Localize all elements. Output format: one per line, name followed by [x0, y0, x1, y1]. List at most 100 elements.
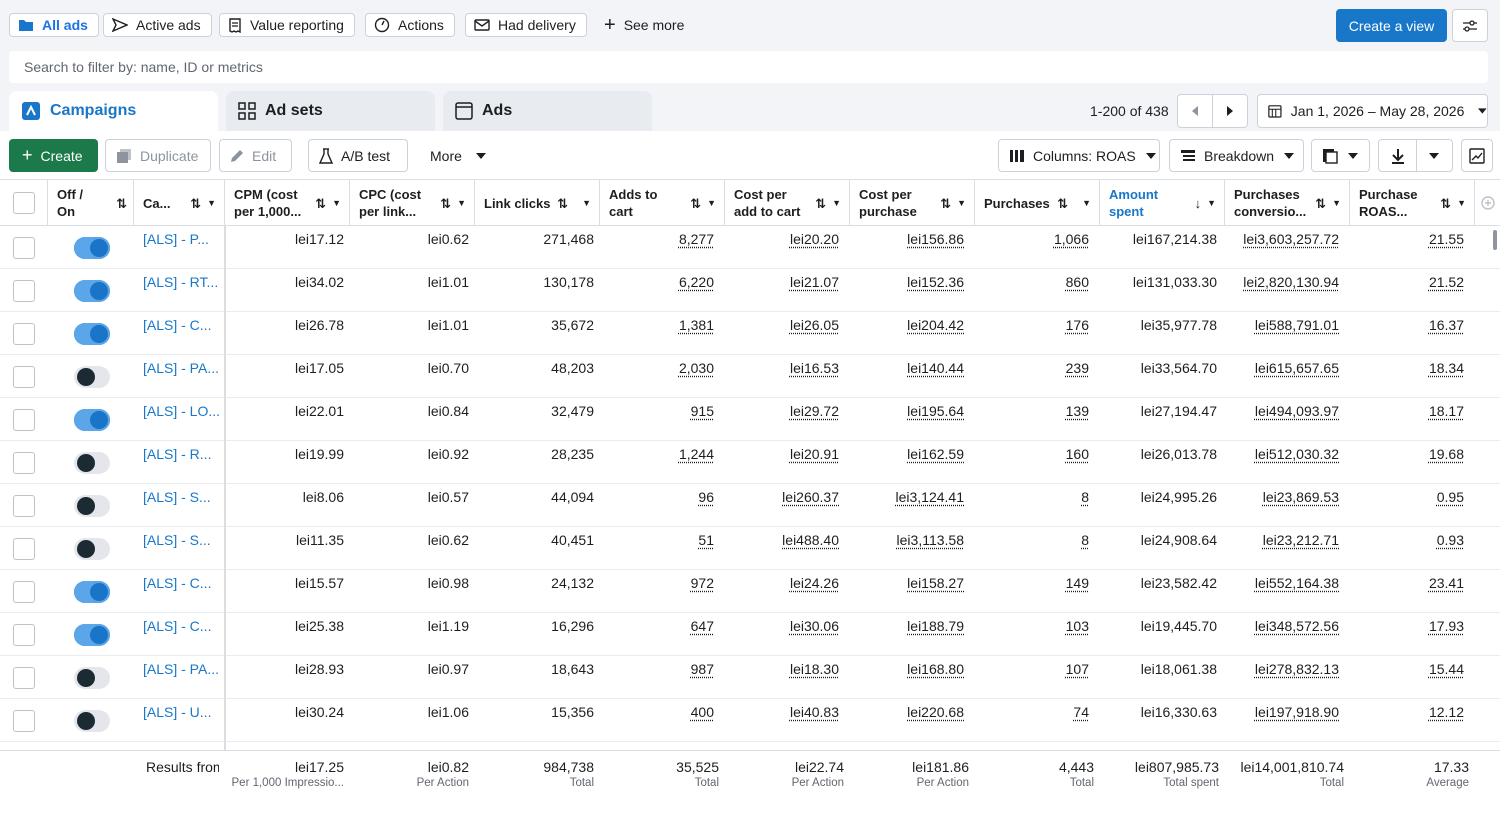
campaign-name-link[interactable]: [ALS] - C...: [143, 618, 212, 634]
cell-cost-per-add-to-cart[interactable]: lei26.05: [789, 317, 839, 333]
chevron-down-icon[interactable]: ▼: [457, 197, 466, 208]
cell-purchases[interactable]: 1,066: [1053, 231, 1089, 247]
cell-purchases[interactable]: 860: [1065, 274, 1089, 290]
table-row[interactable]: [ALS] - C... lei26.78 lei1.01 35,672 1,381 le…: [0, 312, 1500, 355]
cell-adds-to-cart[interactable]: 400: [690, 704, 714, 720]
campaign-toggle[interactable]: [74, 409, 110, 431]
cell-purchase-roas[interactable]: 21.55: [1428, 231, 1464, 247]
search-input[interactable]: Search to filter by: name, ID or metrics: [9, 51, 1488, 83]
tab-ads[interactable]: Ads: [443, 91, 652, 131]
cell-purchase-roas[interactable]: 0.93: [1436, 532, 1464, 548]
sort-icon[interactable]: ⇅: [815, 195, 827, 211]
cell-cost-per-add-to-cart[interactable]: lei488.40: [782, 532, 839, 548]
campaign-name-link[interactable]: [ALS] - C...: [143, 575, 212, 591]
cell-cost-per-purchase[interactable]: lei188.79: [907, 618, 964, 634]
table-row[interactable]: [ALS] - U... lei30.24 lei1.06 15,356 400 lei4…: [0, 699, 1500, 742]
cell-adds-to-cart[interactable]: 6,220: [678, 274, 714, 290]
cell-adds-to-cart[interactable]: 987: [690, 661, 714, 677]
campaign-toggle[interactable]: [74, 280, 110, 302]
cell-purchases[interactable]: 107: [1065, 661, 1089, 677]
cell-cost-per-add-to-cart[interactable]: lei24.26: [789, 575, 839, 591]
sort-icon[interactable]: ⇅: [690, 195, 702, 211]
more-button[interactable]: More: [420, 139, 492, 172]
cell-cost-per-add-to-cart[interactable]: lei260.37: [782, 489, 839, 505]
cell-purchases[interactable]: 239: [1065, 360, 1089, 376]
cell-adds-to-cart[interactable]: 972: [690, 575, 714, 591]
cell-adds-to-cart[interactable]: 1,381: [678, 317, 714, 333]
table-row[interactable]: [ALS] - P... lei17.12 lei0.62 271,468 8,277 l…: [0, 226, 1500, 269]
reports-dropdown[interactable]: [1311, 139, 1370, 172]
filter-all-ads[interactable]: All ads: [9, 13, 99, 37]
cell-adds-to-cart[interactable]: 8,277: [678, 231, 714, 247]
column-header-purchases-conversion-value[interactable]: Purchases conversio... ⇅ ▼: [1225, 180, 1350, 226]
cell-adds-to-cart[interactable]: 1,244: [678, 446, 714, 462]
cell-adds-to-cart[interactable]: 647: [690, 618, 714, 634]
filter-actions[interactable]: Actions: [365, 13, 455, 37]
cell-purchases[interactable]: 8: [1081, 532, 1089, 548]
cell-cost-per-add-to-cart[interactable]: lei40.83: [789, 704, 839, 720]
cell-cost-per-purchase[interactable]: lei3,124.41: [895, 489, 964, 505]
cell-purchase-roas[interactable]: 15.44: [1428, 661, 1464, 677]
sort-icon[interactable]: ⇅: [1057, 195, 1069, 211]
cell-purchases[interactable]: 8: [1081, 489, 1089, 505]
campaign-toggle[interactable]: [74, 667, 110, 689]
campaign-name-link[interactable]: [ALS] - LO...: [143, 403, 221, 419]
row-checkbox[interactable]: [13, 667, 35, 689]
chevron-down-icon[interactable]: ▼: [1332, 197, 1341, 208]
create-button[interactable]: + Create: [9, 139, 98, 172]
campaign-name-link[interactable]: [ALS] - S...: [143, 532, 211, 548]
sort-icon[interactable]: ⇅: [116, 195, 127, 211]
cell-cost-per-add-to-cart[interactable]: lei20.91: [789, 446, 839, 462]
table-row[interactable]: [ALS] - PA... lei17.05 lei0.70 48,203 2,030 l…: [0, 355, 1500, 398]
row-checkbox[interactable]: [13, 624, 35, 646]
cell-purchase-roas[interactable]: 16.37: [1428, 317, 1464, 333]
column-header-adds-to-cart[interactable]: Adds to cart ⇅ ▼: [600, 180, 725, 226]
chevron-down-icon[interactable]: ▼: [1457, 197, 1466, 208]
prev-page-button[interactable]: [1177, 94, 1213, 128]
chevron-down-icon[interactable]: ▼: [1207, 197, 1216, 208]
row-checkbox[interactable]: [13, 538, 35, 560]
table-row[interactable]: [ALS] - LO... lei22.01 lei0.84 32,479 915 lei…: [0, 398, 1500, 441]
table-row[interactable]: [ALS] - PA... lei28.93 lei0.97 18,643 987 lei…: [0, 656, 1500, 699]
cell-cost-per-add-to-cart[interactable]: lei21.07: [789, 274, 839, 290]
sort-icon[interactable]: ⇅: [440, 195, 452, 211]
chevron-down-icon[interactable]: ▼: [957, 197, 966, 208]
cell-cost-per-purchase[interactable]: lei152.36: [907, 274, 964, 290]
create-view-button[interactable]: Create a view: [1336, 9, 1447, 42]
campaign-toggle[interactable]: [74, 538, 110, 560]
cell-purchases-conversion-value[interactable]: lei348,572.56: [1254, 618, 1339, 634]
cell-cost-per-purchase[interactable]: lei156.86: [907, 231, 964, 247]
sort-descending-icon[interactable]: ↓: [1194, 195, 1202, 211]
edit-button[interactable]: Edit: [219, 139, 292, 172]
cell-adds-to-cart[interactable]: 51: [698, 532, 714, 548]
cell-purchases[interactable]: 139: [1065, 403, 1089, 419]
cell-purchase-roas[interactable]: 19.68: [1428, 446, 1464, 462]
column-header-purchases[interactable]: Purchases ⇅ ▼: [975, 180, 1100, 226]
sort-icon[interactable]: ⇅: [1440, 195, 1452, 211]
cell-purchases[interactable]: 160: [1065, 446, 1089, 462]
cell-cost-per-purchase[interactable]: lei162.59: [907, 446, 964, 462]
see-more-button[interactable]: + See more: [604, 14, 685, 36]
campaign-name-link[interactable]: [ALS] - U...: [143, 704, 212, 720]
select-all-checkbox[interactable]: [12, 192, 35, 214]
filter-active-ads[interactable]: Active ads: [103, 13, 212, 37]
cell-cost-per-purchase[interactable]: lei220.68: [907, 704, 964, 720]
chevron-down-icon[interactable]: ▼: [332, 197, 341, 208]
campaign-toggle[interactable]: [74, 495, 110, 517]
view-settings-button[interactable]: [1452, 9, 1488, 42]
cell-purchases-conversion-value[interactable]: lei2,820,130.94: [1243, 274, 1339, 290]
column-header-offon[interactable]: Off / On ⇅: [48, 180, 134, 226]
cell-purchases-conversion-value[interactable]: lei278,832.13: [1254, 661, 1339, 677]
download-button[interactable]: [1379, 140, 1417, 171]
cell-cost-per-purchase[interactable]: lei3,113.58: [896, 532, 964, 548]
table-row[interactable]: [ALS] - S... lei8.06 lei0.57 44,094 96 lei260…: [0, 484, 1500, 527]
table-row[interactable]: [ALS] - C... lei15.57 lei0.98 24,132 972 lei2…: [0, 570, 1500, 613]
cell-purchase-roas[interactable]: 21.52: [1428, 274, 1464, 290]
charts-button[interactable]: [1461, 139, 1493, 172]
next-page-button[interactable]: [1212, 94, 1248, 128]
row-checkbox[interactable]: [13, 710, 35, 732]
table-row[interactable]: [ALS] - RT... lei34.02 lei1.01 130,178 6,220…: [0, 269, 1500, 312]
sort-icon[interactable]: ⇅: [190, 195, 202, 211]
sort-icon[interactable]: ⇅: [1315, 195, 1327, 211]
cell-cost-per-add-to-cart[interactable]: lei18.30: [789, 661, 839, 677]
